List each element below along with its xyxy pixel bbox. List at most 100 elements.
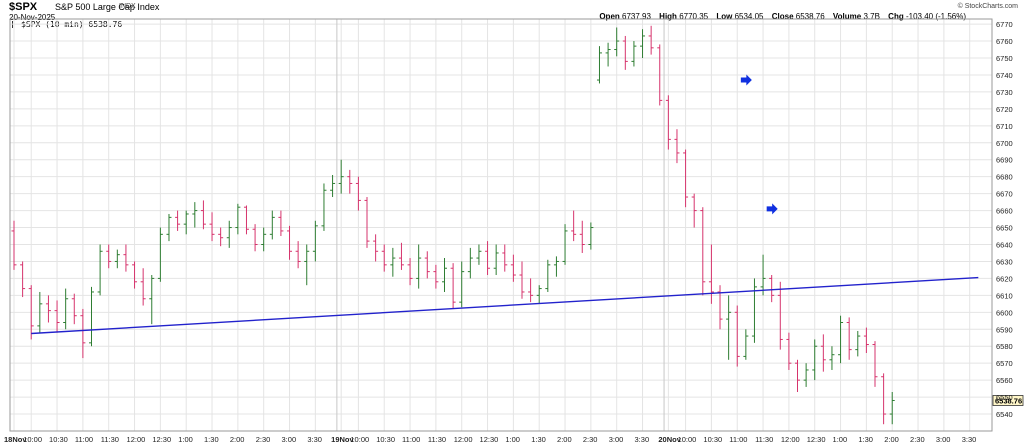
ohlc-bar (261, 227, 267, 252)
x-tick-label: 12:00 (454, 435, 473, 444)
ohlc-bar (157, 227, 163, 282)
ohlc-bar (476, 244, 482, 265)
ohlc-bar (140, 268, 146, 306)
x-tick-label: 11:30 (101, 435, 119, 444)
ohlc-bar (631, 41, 637, 67)
ohlc-bar (304, 244, 310, 286)
y-tick-label: 6570 (996, 359, 1013, 368)
close-label: Close (771, 12, 794, 21)
ohlc-bar (640, 29, 646, 58)
ohlc-bar (97, 244, 103, 296)
ohlc-bar (183, 210, 189, 235)
ohlc-bar (71, 293, 77, 325)
plot-frame (9, 18, 993, 432)
y-tick-label: 6700 (996, 139, 1013, 148)
ohlc-bar (287, 225, 293, 260)
ohlc-bar (235, 203, 241, 235)
ohlc-bar (648, 25, 654, 55)
ohlc-bar (683, 149, 689, 208)
ohlc-bar (803, 363, 809, 387)
chg-value: -103.40 (-1.56%) (905, 12, 966, 21)
low-label: Low (716, 12, 733, 21)
ohlc-bar (700, 207, 706, 296)
ohlc-bar (390, 247, 396, 277)
ohlc-bar (751, 278, 757, 343)
ohlc-bar (519, 261, 525, 299)
index-name: S&P 500 Large Cap Index (55, 2, 160, 12)
x-tick-label: 1:30 (204, 435, 219, 444)
ohlc-bar (528, 278, 534, 303)
x-tick-label: 1:30 (858, 435, 873, 444)
ohlc-bar (54, 300, 60, 333)
ohlc-bar (407, 258, 413, 286)
x-tick-label: 10:30 (376, 435, 395, 444)
ohlc-bar (123, 244, 129, 272)
ohlc-bar (226, 220, 232, 248)
ohlc-bar (11, 220, 17, 270)
y-tick-label: 6600 (996, 308, 1013, 317)
y-tick-label: 6620 (996, 274, 1013, 283)
high-value: 6770.35 (679, 12, 709, 21)
ohlc-bar (398, 242, 404, 270)
ohlc-bar (175, 210, 181, 231)
ohlc-bar (149, 275, 155, 325)
last-price-tag (992, 395, 1024, 406)
ohlc-bar (881, 373, 887, 425)
ohlc-bar (605, 42, 611, 67)
y-tick-label: 6740 (996, 71, 1013, 80)
x-tick-label: 3:00 (936, 435, 951, 444)
x-tick-label: 2:30 (583, 435, 598, 444)
ohlc-bar (665, 95, 671, 150)
ohlc-bar (545, 259, 551, 292)
x-tick-label: 1:00 (833, 435, 848, 444)
y-tick-label: 6610 (996, 291, 1013, 300)
ohlc-bar (166, 213, 172, 242)
x-tick-label: 18Nov (4, 435, 27, 444)
x-tick-label: 10:30 (703, 435, 722, 444)
ohlc-bar (562, 224, 568, 265)
ohlc-bar (717, 285, 723, 330)
ohlc-bar (889, 392, 895, 425)
x-tick-label: 2:00 (230, 435, 245, 444)
chg-label: Chg (888, 12, 904, 21)
last-price-label: 6538.76 (995, 396, 1022, 405)
x-tick-label: 20Nov (658, 435, 681, 444)
x-tick-label: 10:30 (49, 435, 68, 444)
ohlc-bar (45, 295, 51, 323)
ohlc-bar (596, 46, 602, 84)
y-tick-label: 6670 (996, 190, 1013, 199)
x-tick-label: 3:00 (282, 435, 297, 444)
x-tick-label: 1:00 (178, 435, 193, 444)
ohlc-bar (114, 249, 120, 269)
x-tick-label: 10:00 (678, 435, 697, 444)
x-tick-label: 11:00 (729, 435, 747, 444)
ohlc-bar (571, 210, 577, 242)
y-tick-label: 6730 (996, 88, 1013, 97)
ohlc-bar (252, 224, 258, 252)
ohlc-bar (416, 244, 422, 289)
symbol-label[interactable]: $SPX (9, 1, 38, 13)
x-tick-label: 12:30 (152, 435, 171, 444)
ohlc-bar (355, 176, 361, 211)
ohlc-bar (330, 174, 336, 198)
ohlc-bar (863, 327, 869, 354)
y-tick-label: 6590 (996, 325, 1013, 334)
x-tick-label: 12:30 (807, 435, 826, 444)
x-tick-label: 10:00 (350, 435, 369, 444)
x-tick-label: 11:00 (75, 435, 93, 444)
ohlc-bar (855, 330, 861, 357)
ohlc-bar (373, 234, 379, 262)
x-tick-label: 1:30 (531, 435, 546, 444)
ohlc-bar (786, 332, 792, 370)
y-tick-label: 6650 (996, 224, 1013, 233)
ohlc-bar (200, 200, 206, 230)
ohlc-bar (88, 286, 94, 347)
ohlc-bar (338, 159, 344, 194)
x-tick-label: 2:30 (910, 435, 925, 444)
x-tick-label: 2:00 (557, 435, 572, 444)
ohlc-bar (536, 285, 542, 304)
ohlc-bar (795, 359, 801, 393)
x-tick-label: 11:00 (402, 435, 420, 444)
ohlc-bar (467, 247, 473, 279)
